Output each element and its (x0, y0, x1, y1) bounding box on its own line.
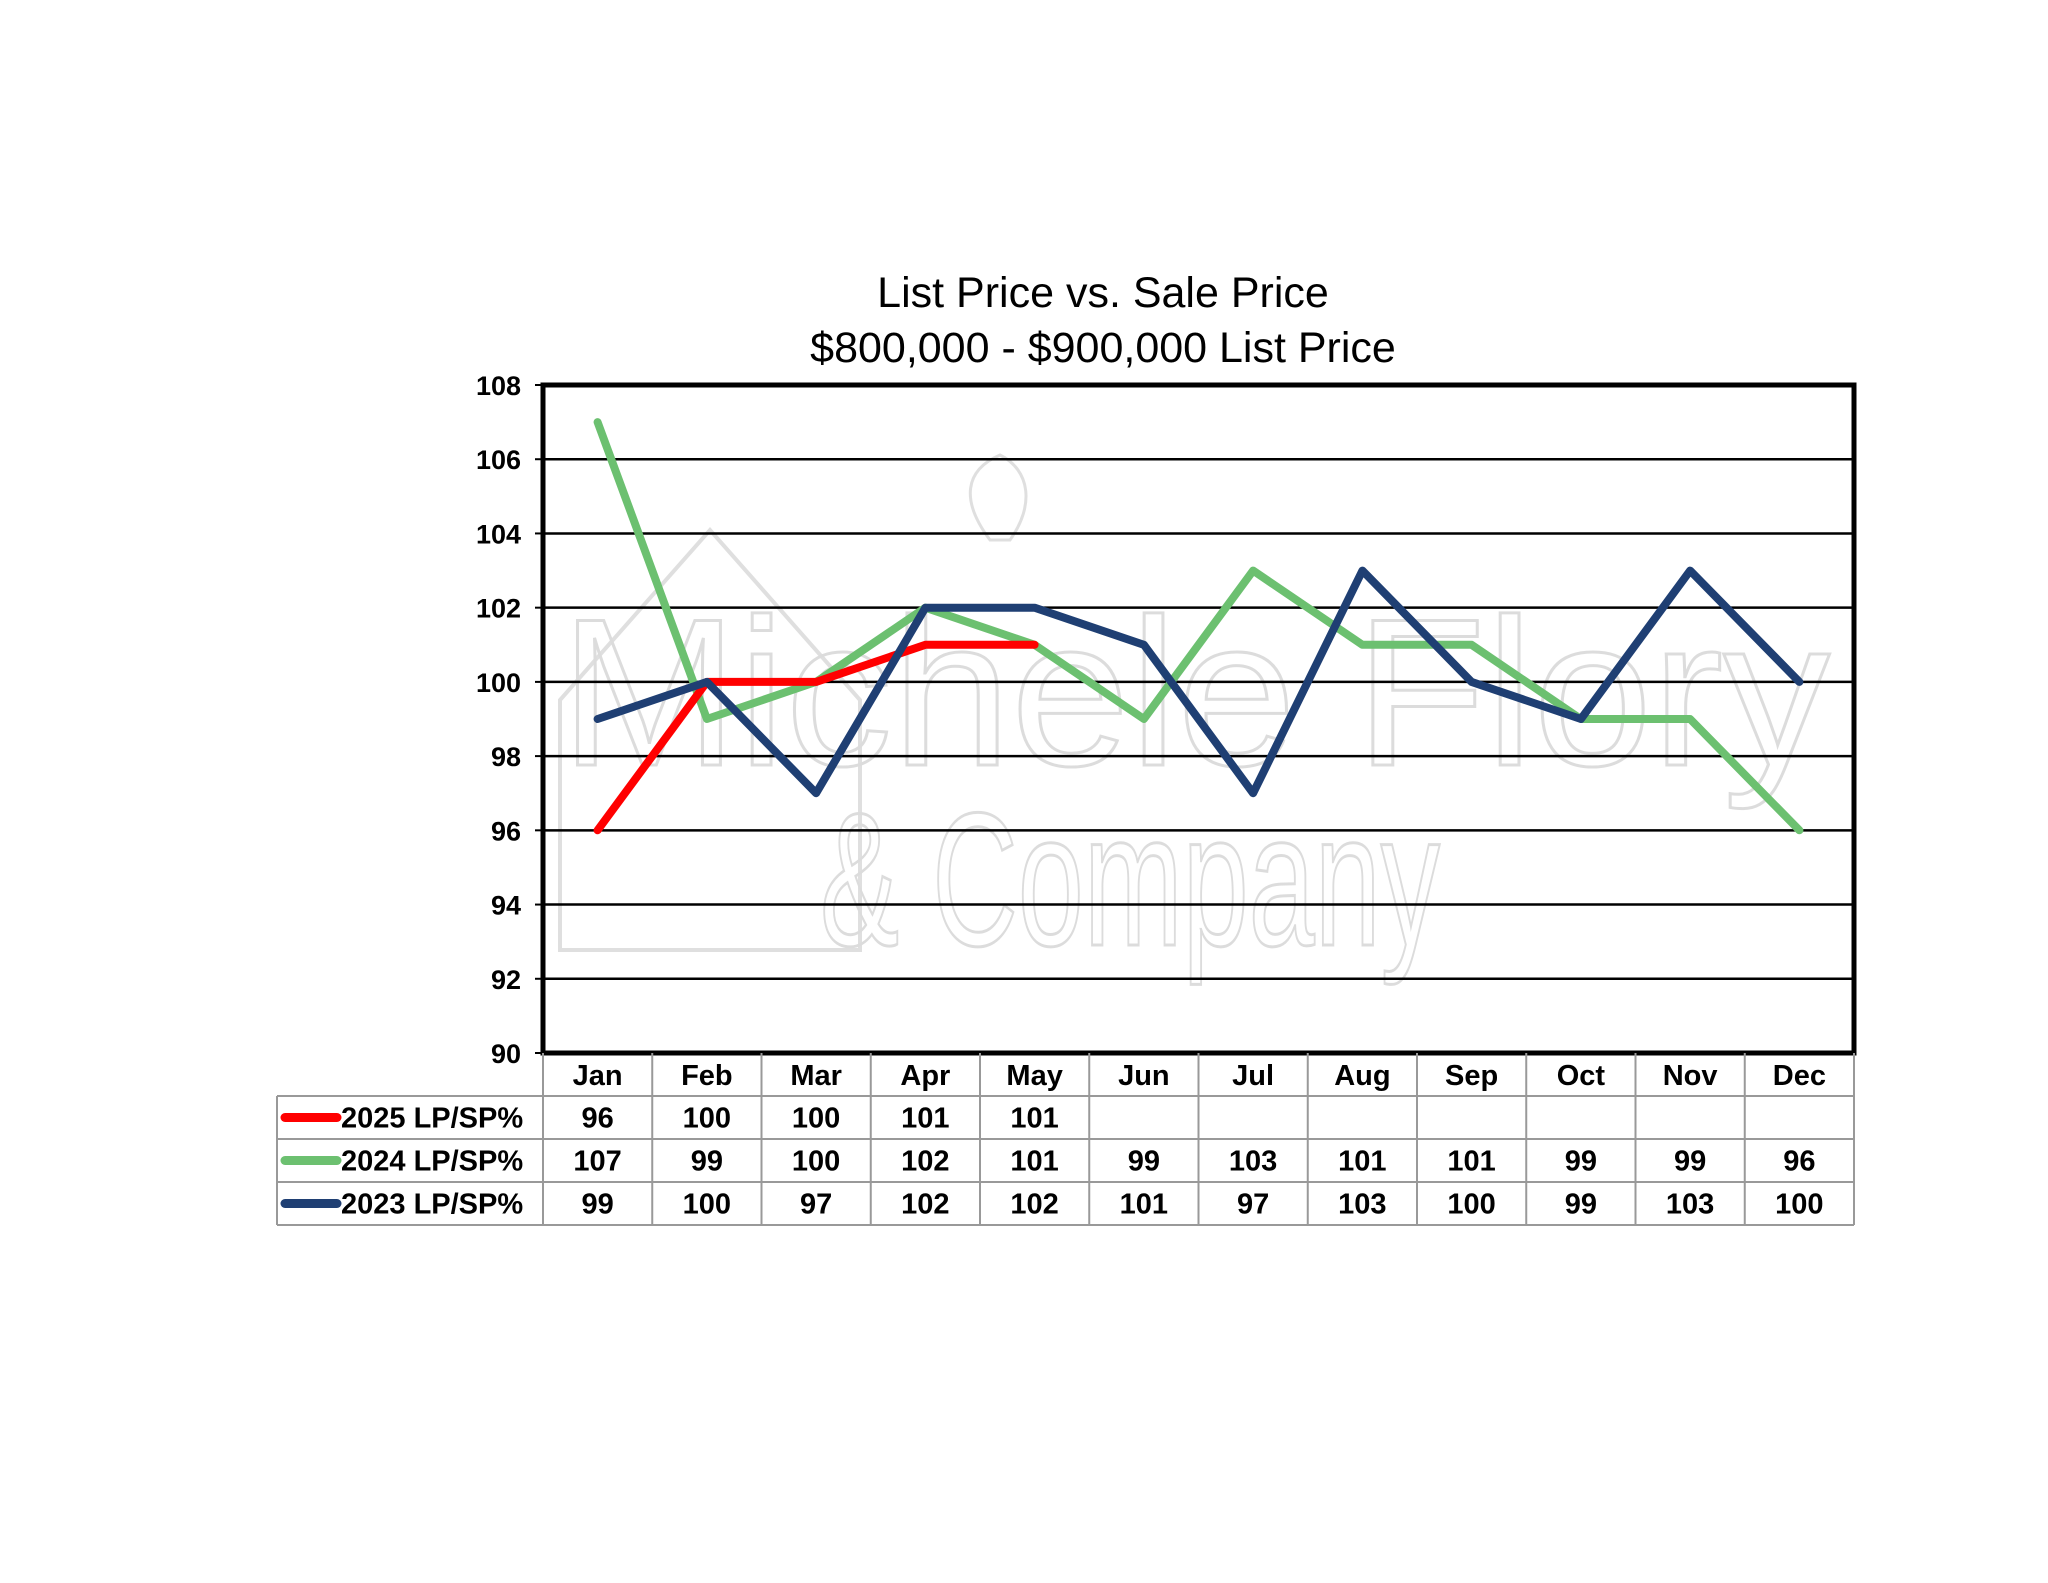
x-category-label: Dec (1773, 1060, 1826, 1092)
table-cell-value: 99 (581, 1189, 613, 1221)
x-category-label: Mar (790, 1060, 842, 1092)
table-cell-value: 101 (1447, 1146, 1495, 1178)
y-tick-label: 98 (491, 742, 521, 772)
table-cell-value: 99 (1128, 1146, 1160, 1178)
table-cell-value: 100 (792, 1146, 840, 1178)
x-category-label: Jun (1118, 1060, 1170, 1092)
table-cell-value: 102 (901, 1146, 949, 1178)
table-cell-value: 100 (683, 1103, 731, 1135)
watermark-company: & Company (820, 774, 1440, 986)
x-category-label: Apr (900, 1060, 950, 1092)
table-cell-value: 103 (1666, 1189, 1714, 1221)
legend-label: 2023 LP/SP% (341, 1189, 523, 1221)
x-category-label: May (1006, 1060, 1062, 1092)
table-cell-value: 103 (1338, 1189, 1386, 1221)
series-layer (593, 418, 1804, 835)
x-category-label: Jul (1232, 1060, 1274, 1092)
table-cell-value: 100 (1775, 1189, 1823, 1221)
x-category-label: Oct (1557, 1060, 1606, 1092)
y-tick-label: 92 (491, 965, 521, 995)
table-cell-value: 101 (901, 1103, 949, 1135)
y-tick-label: 102 (476, 594, 521, 624)
table-cell-value: 99 (1674, 1146, 1706, 1178)
table-cell-value: 107 (573, 1146, 621, 1178)
y-axis: 90 92 94 96 98 100 102 104 106 108 (476, 371, 543, 1069)
chart-subtitle: $800,000 - $900,000 List Price (810, 324, 1396, 372)
y-tick-label: 108 (476, 371, 521, 401)
series-line-2023 (593, 566, 1804, 798)
table-cell-value: 100 (683, 1189, 731, 1221)
table-cell-value: 96 (581, 1103, 613, 1135)
series-line-2024 (593, 418, 1804, 835)
table-cell-value: 101 (1120, 1189, 1168, 1221)
y-tick-label: 90 (491, 1039, 521, 1069)
table-cell-value: 96 (1783, 1146, 1815, 1178)
y-tick-label: 104 (476, 519, 521, 549)
table-cell-value: 101 (1338, 1146, 1386, 1178)
table-cell-value: 100 (1447, 1189, 1495, 1221)
watermark-logo: Michele Flory & Company (558, 453, 1832, 988)
watermark-name: Michele Flory (560, 575, 1830, 810)
y-tick-label: 94 (491, 891, 521, 921)
table-cell-value: 102 (1010, 1189, 1058, 1221)
legend-label: 2025 LP/SP% (341, 1103, 523, 1135)
table-cell-value: 97 (800, 1189, 832, 1221)
watermark-house-icon (558, 453, 1028, 952)
chart-title: List Price vs. Sale Price (877, 269, 1329, 317)
y-tick-label: 106 (476, 445, 521, 475)
table-cell-value: 100 (792, 1103, 840, 1135)
table-cell-value: 99 (691, 1146, 723, 1178)
table-cell-value: 99 (1565, 1146, 1597, 1178)
table-cell-value: 102 (901, 1189, 949, 1221)
y-tick-label: 96 (491, 816, 521, 846)
table-cell-value: 101 (1010, 1146, 1058, 1178)
legend-label: 2024 LP/SP% (341, 1146, 523, 1178)
table-cell-value: 99 (1565, 1189, 1597, 1221)
x-category-label: Sep (1445, 1060, 1498, 1092)
x-category-label: Feb (681, 1060, 733, 1092)
table-cell-value: 97 (1237, 1189, 1269, 1221)
data-table: Jan Feb Mar Apr May Jun Jul Aug Sep Oct Nov Dec 2025… (276, 1053, 1855, 1226)
x-category-label: Aug (1334, 1060, 1390, 1092)
table-cell-value: 103 (1229, 1146, 1277, 1178)
table-cell-value: 101 (1010, 1103, 1058, 1135)
y-tick-label: 100 (476, 668, 521, 698)
x-category-label: Nov (1663, 1060, 1718, 1092)
x-category-label: Jan (573, 1060, 623, 1092)
